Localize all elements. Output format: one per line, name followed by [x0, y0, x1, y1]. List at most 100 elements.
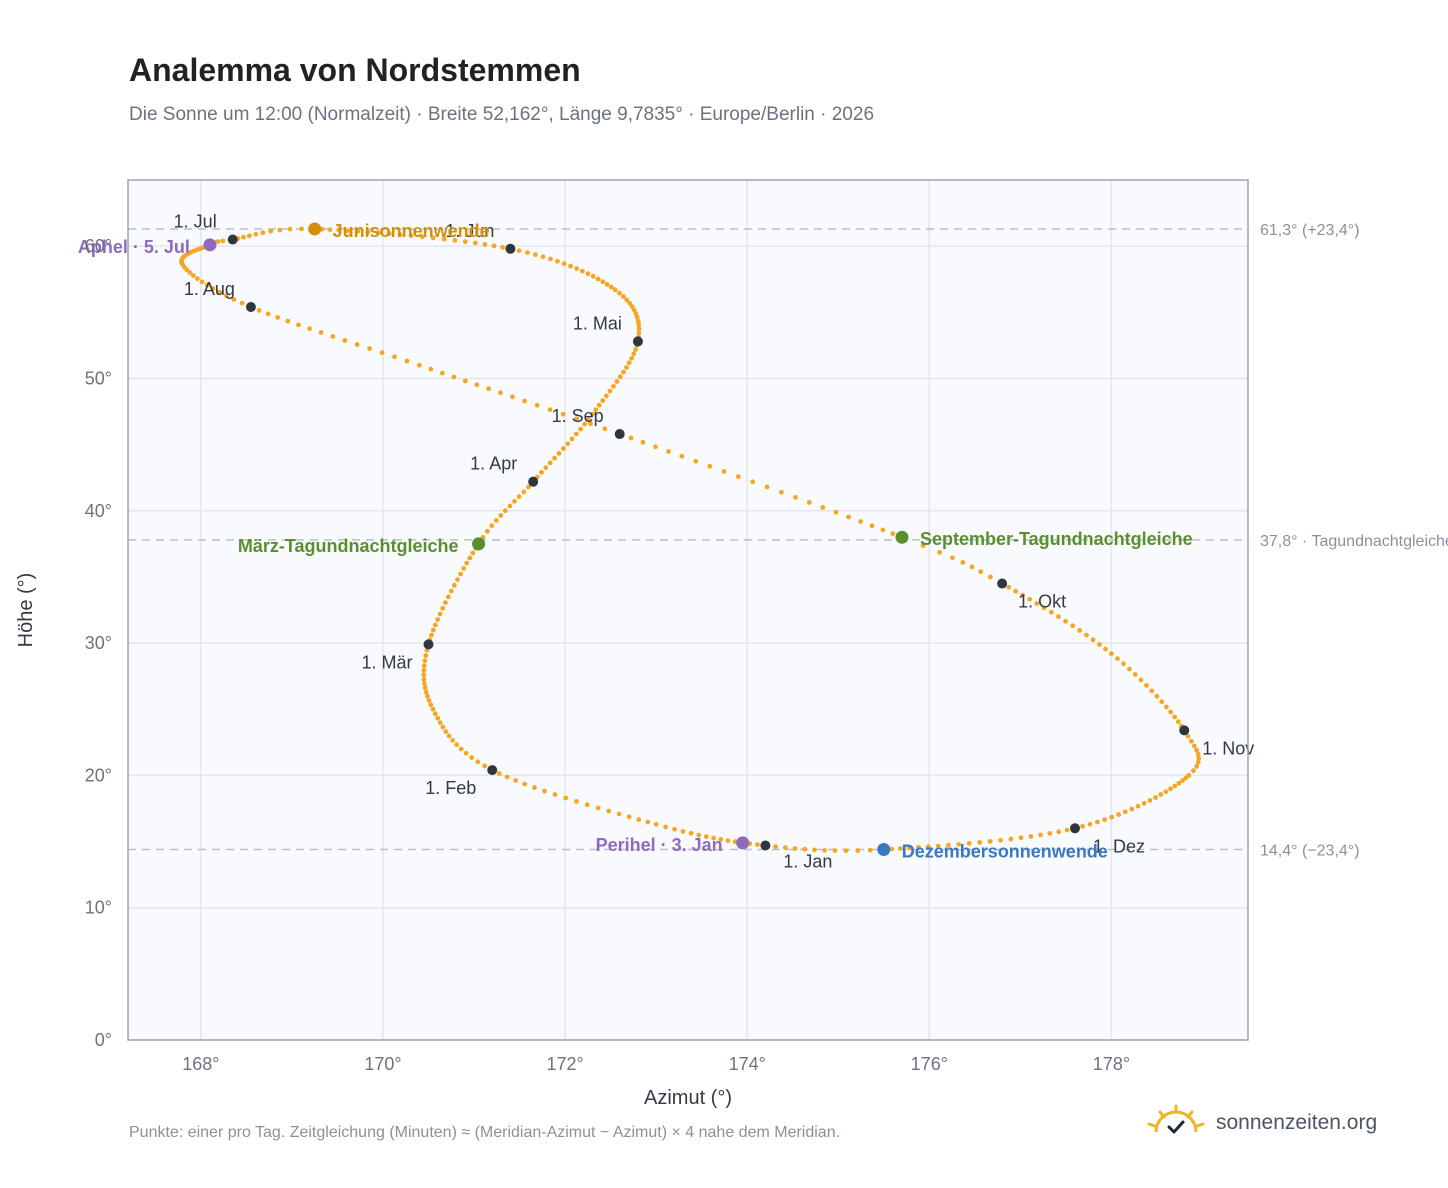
day-point: [578, 426, 583, 432]
day-point: [636, 326, 642, 332]
event-marker: [203, 238, 217, 252]
event-label: März-Tagundnachtgleiche: [238, 536, 459, 556]
day-point: [253, 231, 259, 237]
day-point: [620, 294, 626, 299]
day-point: [1159, 699, 1165, 705]
day-point: [812, 847, 817, 853]
day-point: [1172, 783, 1178, 789]
y-tick-label: 50°: [85, 368, 112, 388]
day-point: [792, 846, 798, 851]
day-point: [355, 228, 361, 234]
month-marker-label: 1. Mär: [361, 652, 412, 672]
day-point: [802, 846, 808, 852]
day-point: [586, 416, 591, 422]
day-point: [416, 362, 422, 368]
day-point: [498, 390, 503, 396]
day-point: [540, 254, 546, 260]
day-point: [750, 479, 756, 485]
day-point: [542, 788, 547, 794]
day-point: [653, 821, 659, 827]
day-point: [617, 290, 622, 296]
day-point: [1048, 609, 1054, 615]
day-point: [721, 469, 727, 474]
day-point: [277, 227, 283, 233]
day-point: [624, 297, 630, 303]
month-marker: [632, 336, 643, 347]
day-point: [832, 848, 838, 854]
day-point: [296, 322, 301, 328]
day-point: [441, 236, 447, 242]
day-point: [593, 407, 599, 413]
day-point: [880, 527, 886, 533]
day-point: [1102, 817, 1108, 823]
y-tick-label: 30°: [85, 633, 112, 653]
day-point: [426, 698, 432, 703]
axes: 168° 170° 172° 174° 176° 178° 0° 10° 20° 30° 40° 50…: [85, 236, 1130, 1074]
chart-subtitle: Die Sonne um 12:00 (Normalzeit) · Breite…: [129, 104, 875, 125]
day-point: [1191, 743, 1197, 749]
day-point: [569, 436, 575, 442]
day-point: [725, 838, 731, 843]
day-point: [1063, 618, 1069, 624]
day-point: [318, 330, 324, 335]
day-point: [533, 252, 538, 258]
day-point: [422, 685, 428, 691]
day-point: [516, 248, 522, 254]
day-point: [635, 318, 641, 324]
plot-area: [128, 180, 1248, 1040]
day-point: [1084, 632, 1089, 638]
day-point: [672, 826, 677, 832]
day-point: [464, 560, 470, 566]
day-point: [563, 795, 569, 801]
day-point: [688, 830, 694, 836]
event-label: September-Tagundnachtgleiche: [920, 529, 1193, 549]
day-point: [1103, 646, 1108, 652]
day-point: [612, 287, 618, 293]
month-marker-label: 1. Mai: [573, 313, 622, 333]
day-point: [987, 838, 993, 844]
day-point: [461, 566, 467, 571]
day-point: [1127, 666, 1132, 672]
month-marker-label: 1. Feb: [425, 778, 476, 798]
day-point: [867, 847, 873, 853]
day-point: [327, 227, 333, 233]
day-point: [1141, 800, 1147, 806]
day-point: [1070, 623, 1076, 629]
day-point: [950, 555, 955, 561]
day-point: [220, 238, 226, 244]
day-point: [458, 571, 463, 577]
day-point: [421, 676, 427, 682]
day-point: [793, 494, 798, 500]
day-point: [935, 843, 941, 849]
day-point: [507, 503, 513, 509]
day-point: [590, 273, 596, 279]
day-point: [858, 519, 864, 524]
day-point: [421, 663, 427, 669]
day-point: [474, 382, 480, 388]
day-point: [778, 489, 784, 495]
day-point: [568, 263, 573, 269]
month-marker: [1069, 823, 1080, 834]
day-point: [628, 435, 634, 441]
day-point: [342, 338, 348, 343]
month-marker: [245, 302, 256, 313]
day-point: [1194, 747, 1200, 753]
month-marker: [1179, 725, 1190, 736]
day-point: [596, 402, 602, 408]
day-point: [869, 523, 875, 529]
day-point: [467, 555, 473, 561]
day-point: [452, 237, 458, 243]
day-point: [1047, 831, 1053, 836]
day-point: [937, 549, 943, 555]
day-point: [435, 617, 441, 622]
day-point: [451, 582, 457, 588]
day-point: [820, 505, 826, 510]
day-point: [584, 802, 590, 808]
day-point: [574, 798, 579, 804]
month-marker: [487, 765, 498, 776]
day-point: [425, 693, 430, 699]
day-point: [1195, 759, 1201, 765]
day-point: [977, 840, 983, 845]
event-markers: Junisonnenwende Aphel · 5. Jul März-Tagund…: [78, 221, 1193, 862]
day-point: [585, 271, 591, 277]
